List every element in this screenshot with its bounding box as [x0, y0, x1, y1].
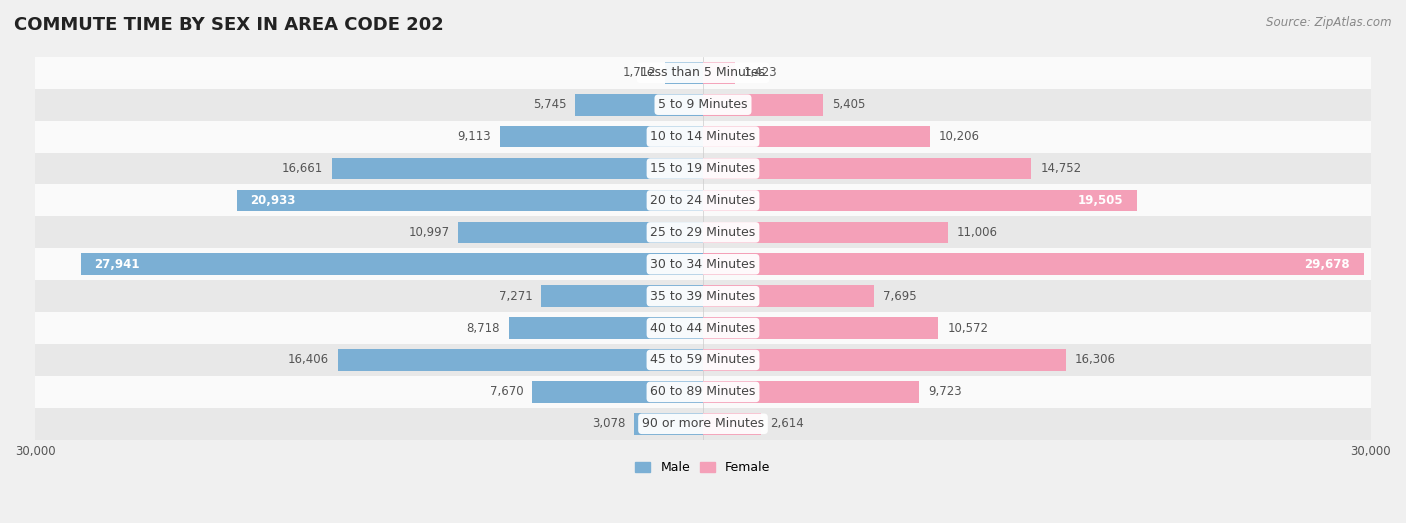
- Bar: [35, 153, 1371, 185]
- Text: 10 to 14 Minutes: 10 to 14 Minutes: [651, 130, 755, 143]
- Bar: [703, 254, 1364, 275]
- Text: 19,505: 19,505: [1078, 194, 1123, 207]
- Text: 16,406: 16,406: [288, 354, 329, 367]
- Text: 10,997: 10,997: [408, 226, 450, 239]
- Text: 8,718: 8,718: [467, 322, 501, 335]
- Text: 40 to 44 Minutes: 40 to 44 Minutes: [651, 322, 755, 335]
- Bar: [337, 349, 703, 371]
- Text: 7,695: 7,695: [883, 290, 917, 303]
- Text: 9,113: 9,113: [457, 130, 491, 143]
- Bar: [82, 254, 703, 275]
- Bar: [703, 317, 938, 339]
- Bar: [35, 312, 1371, 344]
- Bar: [533, 381, 703, 403]
- Bar: [703, 413, 761, 435]
- Text: 27,941: 27,941: [94, 258, 141, 271]
- Text: 7,271: 7,271: [499, 290, 533, 303]
- Text: 5,745: 5,745: [533, 98, 567, 111]
- Bar: [35, 121, 1371, 153]
- Legend: Male, Female: Male, Female: [630, 457, 776, 480]
- Text: 9,723: 9,723: [928, 385, 962, 399]
- Bar: [35, 248, 1371, 280]
- Text: 29,678: 29,678: [1305, 258, 1350, 271]
- Bar: [35, 217, 1371, 248]
- Bar: [703, 62, 735, 84]
- Bar: [35, 185, 1371, 217]
- Text: 16,661: 16,661: [283, 162, 323, 175]
- Bar: [332, 157, 703, 179]
- Text: 3,078: 3,078: [592, 417, 626, 430]
- Bar: [35, 344, 1371, 376]
- Bar: [703, 157, 1032, 179]
- Bar: [458, 222, 703, 243]
- Text: Source: ZipAtlas.com: Source: ZipAtlas.com: [1267, 16, 1392, 29]
- Text: COMMUTE TIME BY SEX IN AREA CODE 202: COMMUTE TIME BY SEX IN AREA CODE 202: [14, 16, 444, 33]
- Text: 2,614: 2,614: [770, 417, 804, 430]
- Text: 1,712: 1,712: [623, 66, 657, 79]
- Text: 45 to 59 Minutes: 45 to 59 Minutes: [651, 354, 755, 367]
- Bar: [703, 381, 920, 403]
- Bar: [35, 280, 1371, 312]
- Bar: [665, 62, 703, 84]
- Text: 35 to 39 Minutes: 35 to 39 Minutes: [651, 290, 755, 303]
- Text: 5,405: 5,405: [832, 98, 866, 111]
- Bar: [703, 190, 1137, 211]
- Text: 1,423: 1,423: [744, 66, 778, 79]
- Bar: [509, 317, 703, 339]
- Bar: [703, 349, 1066, 371]
- Text: 5 to 9 Minutes: 5 to 9 Minutes: [658, 98, 748, 111]
- Text: 20 to 24 Minutes: 20 to 24 Minutes: [651, 194, 755, 207]
- Bar: [35, 408, 1371, 440]
- Text: Less than 5 Minutes: Less than 5 Minutes: [641, 66, 765, 79]
- Bar: [501, 126, 703, 147]
- Bar: [35, 376, 1371, 408]
- Text: 25 to 29 Minutes: 25 to 29 Minutes: [651, 226, 755, 239]
- Bar: [703, 286, 875, 307]
- Text: 20,933: 20,933: [250, 194, 295, 207]
- Text: 10,572: 10,572: [948, 322, 988, 335]
- Bar: [703, 126, 931, 147]
- Text: 7,670: 7,670: [489, 385, 523, 399]
- Text: 15 to 19 Minutes: 15 to 19 Minutes: [651, 162, 755, 175]
- Text: 90 or more Minutes: 90 or more Minutes: [643, 417, 763, 430]
- Text: 16,306: 16,306: [1074, 354, 1116, 367]
- Bar: [35, 89, 1371, 121]
- Bar: [634, 413, 703, 435]
- Text: 11,006: 11,006: [957, 226, 998, 239]
- Bar: [703, 222, 948, 243]
- Bar: [575, 94, 703, 116]
- Text: 14,752: 14,752: [1040, 162, 1081, 175]
- Bar: [35, 57, 1371, 89]
- Bar: [238, 190, 703, 211]
- Bar: [541, 286, 703, 307]
- Text: 60 to 89 Minutes: 60 to 89 Minutes: [651, 385, 755, 399]
- Text: 30 to 34 Minutes: 30 to 34 Minutes: [651, 258, 755, 271]
- Bar: [703, 94, 824, 116]
- Text: 10,206: 10,206: [939, 130, 980, 143]
